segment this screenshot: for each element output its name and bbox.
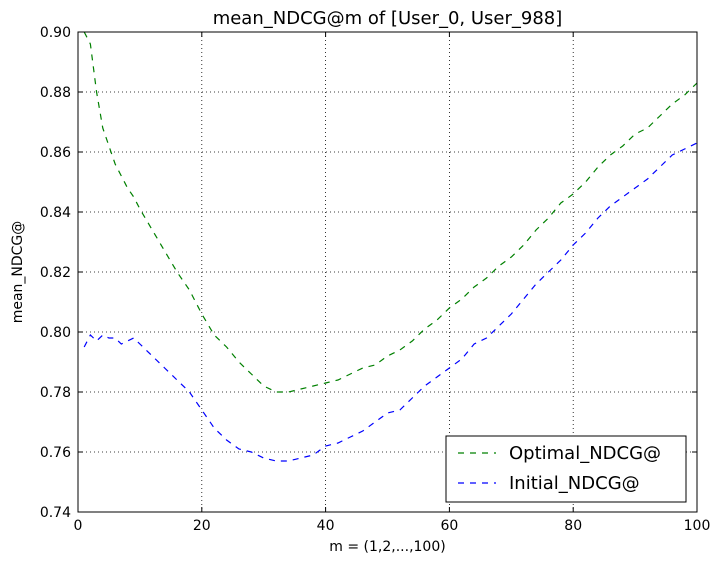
y-tick-label: 0.82 bbox=[40, 265, 71, 281]
x-tick-label: 80 bbox=[564, 518, 582, 534]
chart-legend: Optimal_NDCG@ Initial_NDCG@ bbox=[445, 435, 687, 503]
x-tick-label: 100 bbox=[684, 518, 711, 534]
grid-lines bbox=[78, 32, 697, 512]
y-tick-label: 0.80 bbox=[40, 325, 71, 341]
y-tick-label: 0.76 bbox=[40, 445, 71, 461]
axis-ticks: 0 20 40 60 80 100 0.74 0.76 0.78 0.80 0.82 0.84 0.86… bbox=[40, 25, 711, 534]
legend-label: Optimal_NDCG@ bbox=[509, 443, 661, 464]
x-tick-label: 60 bbox=[440, 518, 458, 534]
series-lines bbox=[83, 31, 698, 462]
y-tick-label: 0.86 bbox=[40, 145, 71, 161]
x-tick-label: 0 bbox=[74, 518, 83, 534]
legend-box bbox=[445, 435, 687, 503]
x-tick-label: 20 bbox=[193, 518, 211, 534]
y-tick-label: 0.74 bbox=[40, 505, 71, 521]
y-tick-label: 0.78 bbox=[40, 385, 71, 401]
legend-label: Initial_NDCG@ bbox=[509, 473, 640, 494]
y-tick-label: 0.90 bbox=[40, 25, 71, 41]
x-axis-label: m = (1,2,...,100) bbox=[329, 539, 445, 555]
chart-title: mean_NDCG@m of [User_0, User_988] bbox=[213, 8, 563, 29]
series-line-2 bbox=[83, 142, 698, 462]
x-tick-label: 40 bbox=[317, 518, 335, 534]
y-tick-label: 0.88 bbox=[40, 85, 71, 101]
y-tick-label: 0.84 bbox=[40, 205, 71, 221]
y-axis-label: mean_NDCG@ bbox=[10, 221, 26, 324]
